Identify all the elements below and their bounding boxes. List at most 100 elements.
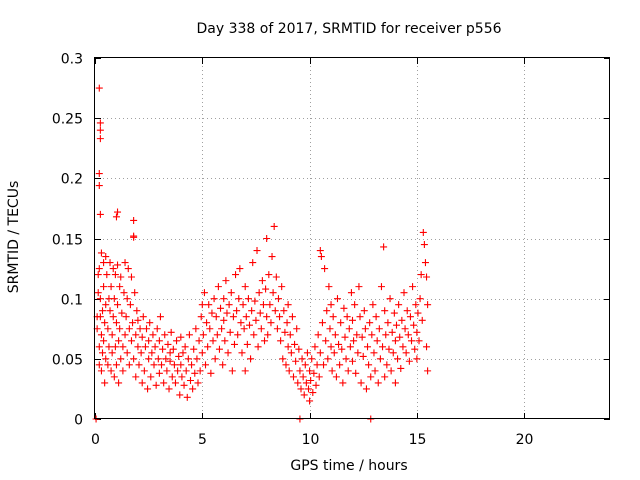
- data-point: [102, 355, 110, 363]
- data-point: [255, 289, 263, 297]
- data-point: [385, 345, 393, 353]
- data-point: [177, 361, 185, 369]
- data-point: [413, 328, 421, 336]
- data-point: [108, 349, 116, 357]
- data-point: [270, 222, 278, 230]
- data-point: [184, 355, 192, 363]
- data-point: [183, 393, 191, 401]
- data-point: [229, 313, 237, 321]
- data-point: [127, 337, 135, 345]
- data-point: [285, 367, 293, 375]
- data-point: [397, 364, 405, 372]
- data-point: [273, 325, 281, 333]
- data-point: [158, 361, 166, 369]
- data-point: [121, 331, 129, 339]
- data-point: [109, 265, 117, 273]
- data-point: [173, 337, 181, 345]
- data-point: [274, 295, 282, 303]
- data-point: [106, 259, 114, 267]
- data-point: [392, 321, 400, 329]
- data-point: [144, 385, 152, 393]
- data-point: [106, 307, 114, 315]
- data-point: [96, 135, 104, 143]
- data-point: [329, 313, 337, 321]
- data-point: [211, 355, 219, 363]
- data-point: [315, 373, 323, 381]
- data-point: [312, 381, 320, 389]
- data-point: [228, 367, 236, 375]
- data-point: [381, 307, 389, 315]
- data-point: [121, 259, 129, 267]
- data-point: [189, 385, 197, 393]
- data-point: [123, 295, 131, 303]
- data-point: [123, 349, 131, 357]
- data-point: [96, 313, 104, 321]
- data-point: [330, 349, 338, 357]
- data-point: [156, 313, 164, 321]
- data-point: [409, 283, 417, 291]
- data-point: [309, 389, 317, 397]
- data-point: [115, 337, 123, 345]
- data-point: [119, 367, 127, 375]
- data-point: [354, 349, 362, 357]
- data-point: [415, 337, 423, 345]
- data-point: [389, 349, 397, 357]
- data-point: [323, 307, 331, 315]
- data-point: [185, 331, 193, 339]
- data-point: [180, 381, 188, 389]
- data-point: [114, 208, 122, 216]
- data-point: [331, 331, 339, 339]
- x-tick-label: 0: [91, 432, 100, 448]
- data-point: [344, 367, 352, 375]
- data-point: [104, 325, 112, 333]
- data-point: [383, 361, 391, 369]
- data-point: [114, 261, 122, 269]
- data-point: [188, 361, 196, 369]
- data-point: [111, 271, 119, 279]
- data-point: [191, 369, 199, 377]
- data-point: [318, 319, 326, 327]
- data-point: [168, 373, 176, 381]
- data-point: [96, 295, 104, 303]
- data-point: [387, 367, 395, 375]
- data-point: [325, 283, 333, 291]
- data-point: [95, 84, 103, 92]
- data-point: [134, 316, 142, 324]
- data-point: [390, 309, 398, 317]
- data-point: [178, 373, 186, 381]
- data-point: [155, 369, 163, 377]
- data-point: [399, 343, 407, 351]
- data-point: [226, 328, 234, 336]
- data-point: [269, 289, 277, 297]
- data-point: [394, 355, 402, 363]
- data-point: [97, 249, 105, 257]
- data-point: [213, 331, 221, 339]
- data-point: [359, 352, 367, 360]
- data-point: [112, 319, 120, 327]
- data-point: [364, 343, 372, 351]
- data-point: [125, 361, 133, 369]
- data-point: [328, 367, 336, 375]
- data-point: [406, 313, 414, 321]
- data-point: [117, 273, 125, 281]
- data-point: [223, 309, 231, 317]
- data-point: [375, 325, 383, 333]
- data-point: [404, 331, 412, 339]
- data-point: [199, 331, 207, 339]
- data-point: [155, 337, 163, 345]
- data-point: [310, 369, 318, 377]
- data-point: [358, 333, 366, 341]
- data-point: [353, 331, 361, 339]
- data-point: [292, 357, 300, 365]
- data-point: [95, 265, 103, 273]
- data-point: [356, 313, 364, 321]
- data-point: [388, 328, 396, 336]
- data-point: [217, 304, 225, 312]
- data-point: [160, 379, 168, 387]
- data-point: [332, 373, 340, 381]
- data-point: [284, 301, 292, 309]
- data-point: [171, 379, 179, 387]
- data-point: [96, 126, 104, 134]
- data-point: [321, 265, 329, 273]
- data-point: [416, 295, 424, 303]
